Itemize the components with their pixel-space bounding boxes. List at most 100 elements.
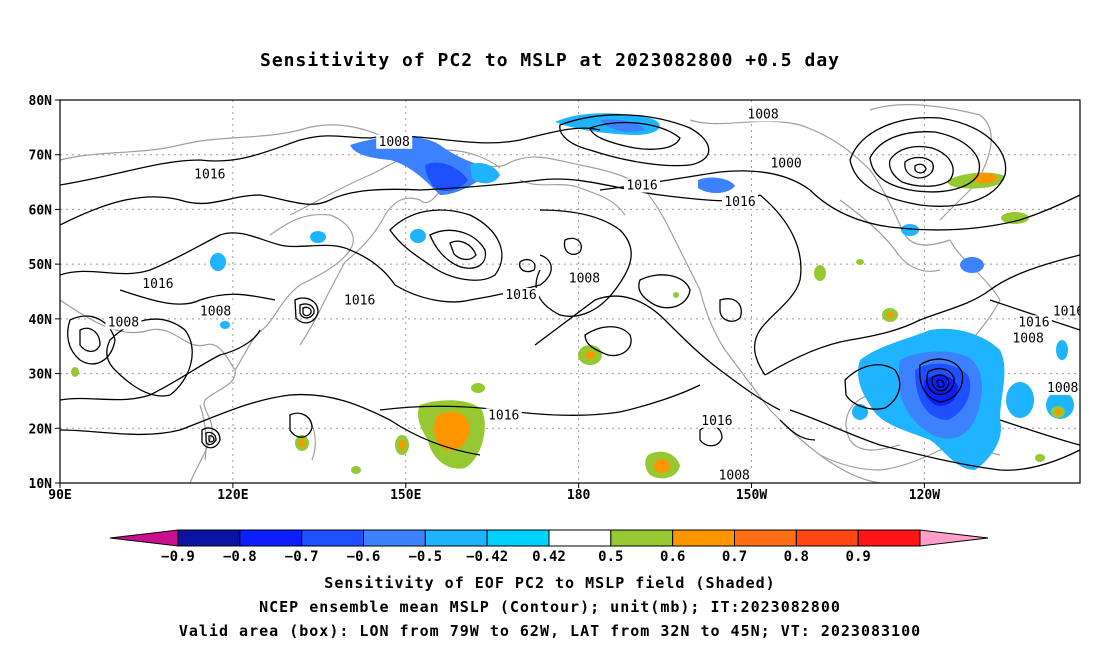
shade-negative — [310, 231, 326, 243]
shade-negative — [1056, 340, 1068, 360]
contour-label: 1016 — [1018, 315, 1049, 330]
contour-label: 1016 — [344, 293, 375, 308]
shade-negative — [425, 162, 468, 192]
colorbar-bin — [424, 529, 488, 547]
contour-labels: 1008101610081000101610161000992100810161… — [105, 107, 1080, 484]
shade-positive — [673, 292, 679, 298]
lat-tick-label: 70N — [29, 149, 53, 164]
colorbar-label: 0.6 — [660, 549, 685, 565]
shade-positive — [814, 265, 826, 281]
contour-label: 1008 — [108, 315, 139, 330]
shade-positive — [433, 411, 470, 451]
contour-label-bg — [503, 287, 540, 302]
shade-positive — [1001, 212, 1029, 224]
shade-negative — [1006, 382, 1034, 418]
contour-label: 1016 — [142, 277, 173, 292]
contour-label: 1008 — [1047, 381, 1078, 396]
figure-title: Sensitivity of PC2 to MSLP at 2023082800… — [259, 50, 840, 71]
contour-label-bg — [1010, 331, 1047, 346]
colorbar-bin — [795, 529, 859, 547]
colorbar-bin — [857, 529, 921, 547]
shade-negative — [220, 321, 230, 329]
contour-label-bg — [624, 178, 661, 193]
contour-label-bg — [485, 408, 522, 423]
colorbar-bin — [239, 529, 303, 547]
colorbar-max-arrow — [919, 529, 989, 547]
lat-tick-label: 80N — [29, 94, 53, 109]
lon-tick-label: 150E — [390, 488, 421, 503]
shade-negative — [698, 177, 735, 194]
colorbar-label: 0.5 — [598, 549, 623, 565]
contour-label: 1016 — [505, 288, 536, 303]
contour-label-bg — [566, 271, 603, 286]
contour-label: 1000 — [770, 157, 801, 172]
colorbar-bin — [734, 529, 797, 547]
shade-negative — [210, 253, 226, 271]
lat-tick-label: 60N — [29, 203, 53, 218]
shade-negative — [963, 445, 987, 465]
contour-label: 1016 — [488, 408, 519, 423]
contour-label: 1008 — [569, 272, 600, 287]
shade-positive — [471, 383, 485, 393]
shade-negative — [960, 257, 984, 273]
contour-label: 1016 — [724, 195, 755, 210]
contour-label-bg — [745, 107, 782, 122]
contour-label: 1016 — [701, 414, 732, 429]
shade-positive — [299, 439, 305, 447]
colorbar-label: −0.6 — [347, 549, 381, 565]
colorbar-bin — [177, 529, 241, 547]
shade-negative — [470, 163, 500, 184]
lat-tick-label: 20N — [29, 422, 53, 437]
colorbar-min-arrow — [109, 529, 179, 547]
lat-tick-label: 50N — [29, 258, 53, 273]
contour-label-bg — [1044, 380, 1080, 395]
contour-label-bg — [105, 315, 142, 330]
lat-tick-label: 30N — [29, 368, 53, 383]
lat-tick-label: 40N — [29, 313, 53, 328]
contour-label: 1008 — [719, 469, 750, 484]
contour-label-bg — [1015, 315, 1052, 330]
shade-positive — [351, 466, 361, 474]
shade-positive — [1035, 454, 1045, 462]
colorbar-bin — [672, 529, 736, 547]
colorbar-bin — [301, 529, 364, 547]
shade-positive — [585, 351, 595, 359]
contour-label: 1016 — [194, 168, 225, 183]
shade-positive — [973, 173, 997, 183]
contour-label-bg — [768, 156, 805, 171]
colorbar-label: −0.9 — [161, 549, 195, 565]
colorbar-label: 0.9 — [846, 549, 871, 565]
shade-positive — [1055, 409, 1061, 415]
shade-positive — [887, 312, 893, 318]
colorbar-label: 0.8 — [784, 549, 809, 565]
lat-tick-label: 10N — [29, 477, 53, 492]
colorbar-bin — [548, 529, 612, 547]
shade-negative — [410, 229, 426, 243]
contour-label-bg — [376, 134, 413, 149]
shade-negative — [901, 224, 919, 236]
contour-label: 1008 — [379, 135, 410, 150]
shade-positive — [71, 367, 79, 377]
contour-label-bg — [191, 167, 228, 182]
contour-label-bg — [722, 194, 758, 209]
colorbar-bin — [486, 529, 550, 547]
colorbar-label: −0.8 — [223, 549, 257, 565]
contour-label-bg — [139, 277, 176, 292]
contour-label: 1008 — [747, 107, 778, 122]
colorbar-label: 0.42 — [532, 549, 566, 565]
lon-tick-label: 120W — [909, 488, 940, 503]
contour-label-bg — [1050, 304, 1080, 319]
shade-negative — [600, 119, 645, 132]
map-frame-border — [59, 99, 1081, 484]
shade-positive — [399, 440, 405, 450]
contour-label-bg — [716, 468, 753, 483]
colorbar-label: −0.42 — [466, 549, 508, 565]
contour-label: 1016 — [626, 179, 657, 194]
lon-tick-label: 180 — [567, 488, 591, 503]
shade-positive — [654, 459, 670, 473]
contour-label: 1008 — [200, 304, 231, 319]
lon-tick-label: 120E — [217, 488, 248, 503]
caption-valid-area: Valid area (box): LON from 79W to 62W, L… — [178, 622, 922, 640]
